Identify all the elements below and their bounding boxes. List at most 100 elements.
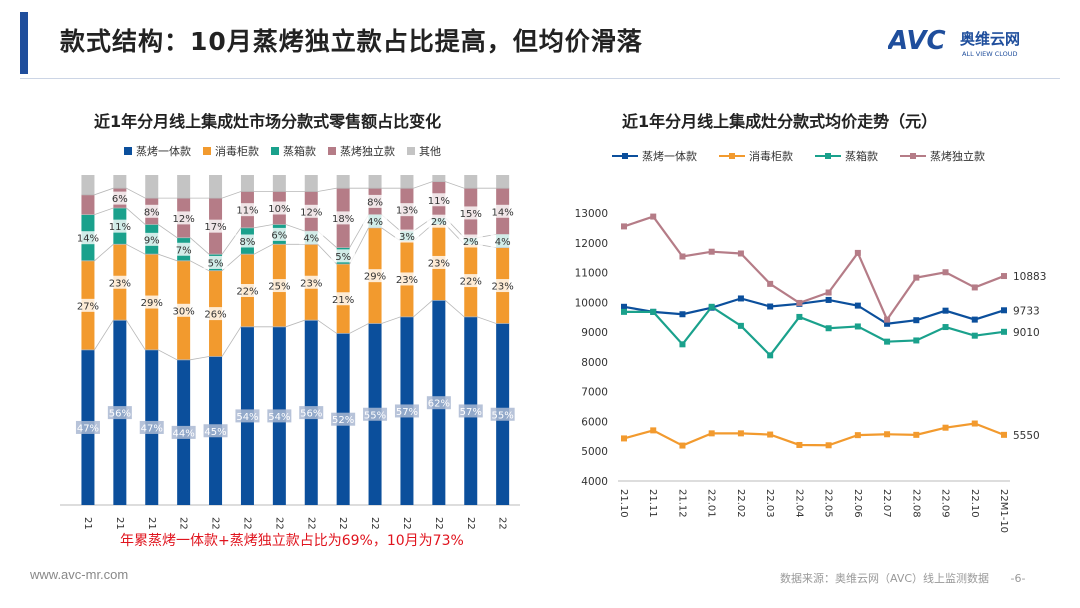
data-label: 23% <box>396 275 418 286</box>
series-line <box>623 297 1005 325</box>
data-label: 55% <box>492 410 514 421</box>
data-label-bg <box>363 214 388 228</box>
data-point <box>679 442 686 449</box>
data-label-bg <box>458 274 483 288</box>
data-label: 29% <box>141 298 163 309</box>
bar-segment <box>177 175 191 199</box>
data-point <box>708 303 715 310</box>
data-label: 15% <box>460 209 482 220</box>
data-label: 44% <box>173 428 195 439</box>
data-label-bg <box>235 409 260 423</box>
data-label-bg <box>235 284 260 297</box>
series-line <box>623 422 1005 447</box>
logo-sub: ALL VIEW CLOUD <box>962 50 1018 58</box>
data-point <box>679 253 686 260</box>
summary-note: 年累蒸烤一体款+蒸烤独立款占比为69%，10月为73% <box>120 533 464 549</box>
data-label-bg <box>107 275 132 289</box>
legend-swatch <box>328 147 336 155</box>
data-point <box>913 337 920 344</box>
y-tick-label: 6000 <box>581 416 608 428</box>
data-label: 14% <box>492 207 514 218</box>
data-point <box>1001 431 1007 438</box>
x-tick-label: 21.10 <box>82 517 93 530</box>
data-point <box>650 427 657 434</box>
bar-legend-item: 蒸烤独立款 <box>328 143 395 159</box>
data-point <box>913 431 920 438</box>
data-point <box>825 289 832 296</box>
data-label-bg <box>139 420 164 434</box>
data-label: 4% <box>495 237 511 248</box>
data-label: 10% <box>268 204 290 215</box>
data-label: 47% <box>141 423 163 434</box>
data-label: 23% <box>492 282 514 293</box>
data-point <box>971 332 978 339</box>
bar-segment <box>240 175 254 192</box>
bar-segment <box>145 175 159 199</box>
data-label: 6% <box>271 230 287 241</box>
data-point <box>621 435 627 442</box>
data-label-bg <box>490 407 515 421</box>
x-tick-label: 21.10 <box>618 489 629 518</box>
data-point <box>913 317 920 324</box>
data-label-bg <box>171 425 196 439</box>
bar-segment <box>304 175 318 192</box>
data-label-bg <box>299 204 324 218</box>
legend-swatch <box>900 151 926 161</box>
data-label: 4% <box>303 234 319 245</box>
y-tick-label: 13000 <box>575 208 608 220</box>
bar-segment <box>81 175 95 195</box>
data-point <box>825 296 832 303</box>
data-label: 2% <box>463 237 479 248</box>
x-tick-label: 22.02 <box>210 517 221 530</box>
data-label-bg <box>458 234 483 248</box>
data-label-bg <box>363 194 388 208</box>
x-tick-label: 22.06 <box>337 517 348 530</box>
data-label: 12% <box>300 207 322 218</box>
bar-segment <box>496 175 510 189</box>
data-label: 57% <box>396 407 418 418</box>
data-point <box>767 280 774 287</box>
x-tick-label: 22.02 <box>735 489 746 518</box>
data-label: 55% <box>364 410 386 421</box>
data-label-bg <box>107 406 132 420</box>
data-label: 7% <box>176 245 192 256</box>
data-label-bg <box>363 269 388 283</box>
legend-label: 蒸箱款 <box>845 150 878 163</box>
data-label: 9% <box>144 235 160 246</box>
data-label-bg <box>458 206 483 220</box>
data-label: 21% <box>332 295 354 306</box>
data-label: 8% <box>367 197 383 208</box>
data-point <box>737 322 744 329</box>
data-point <box>942 307 949 314</box>
data-point <box>621 303 627 310</box>
data-label: 47% <box>77 423 99 434</box>
legend-label: 蒸烤一体款 <box>136 145 191 158</box>
data-point <box>737 250 744 257</box>
bar-chart-legend: 蒸烤一体款 消毒柜款 蒸箱款 蒸烤独立款 其他 <box>124 143 453 159</box>
data-label-bg <box>331 412 356 426</box>
data-label-bg <box>171 303 196 317</box>
data-label: 25% <box>268 282 290 293</box>
y-tick-label: 9000 <box>581 327 608 339</box>
data-label: 8% <box>144 207 160 218</box>
data-point <box>621 223 627 230</box>
data-source: 数据来源：奥维云网（AVC）线上监测数据 <box>780 572 990 585</box>
data-label-bg <box>75 420 100 434</box>
data-label-bg <box>203 307 228 321</box>
data-label: 22% <box>460 277 482 288</box>
data-label: 56% <box>300 409 322 420</box>
legend-swatch <box>203 147 211 155</box>
data-label-bg <box>171 242 196 256</box>
data-label: 12% <box>173 214 195 225</box>
website-link[interactable]: www.avc-mr.com <box>30 567 129 582</box>
line-chart-legend: 蒸烤一体款 消毒柜款 蒸箱款 蒸烤独立款 <box>612 148 1007 164</box>
bar-segment <box>209 175 223 199</box>
data-label-bg <box>394 229 419 243</box>
x-tick-label: 22.09 <box>940 489 951 518</box>
bar-segment <box>113 175 127 189</box>
data-label: 5% <box>335 252 351 263</box>
data-label-bg <box>426 214 451 228</box>
x-tick-label: 22.09 <box>433 517 444 530</box>
logo-name: 奥维云网 <box>960 30 1020 48</box>
data-point <box>942 269 949 276</box>
